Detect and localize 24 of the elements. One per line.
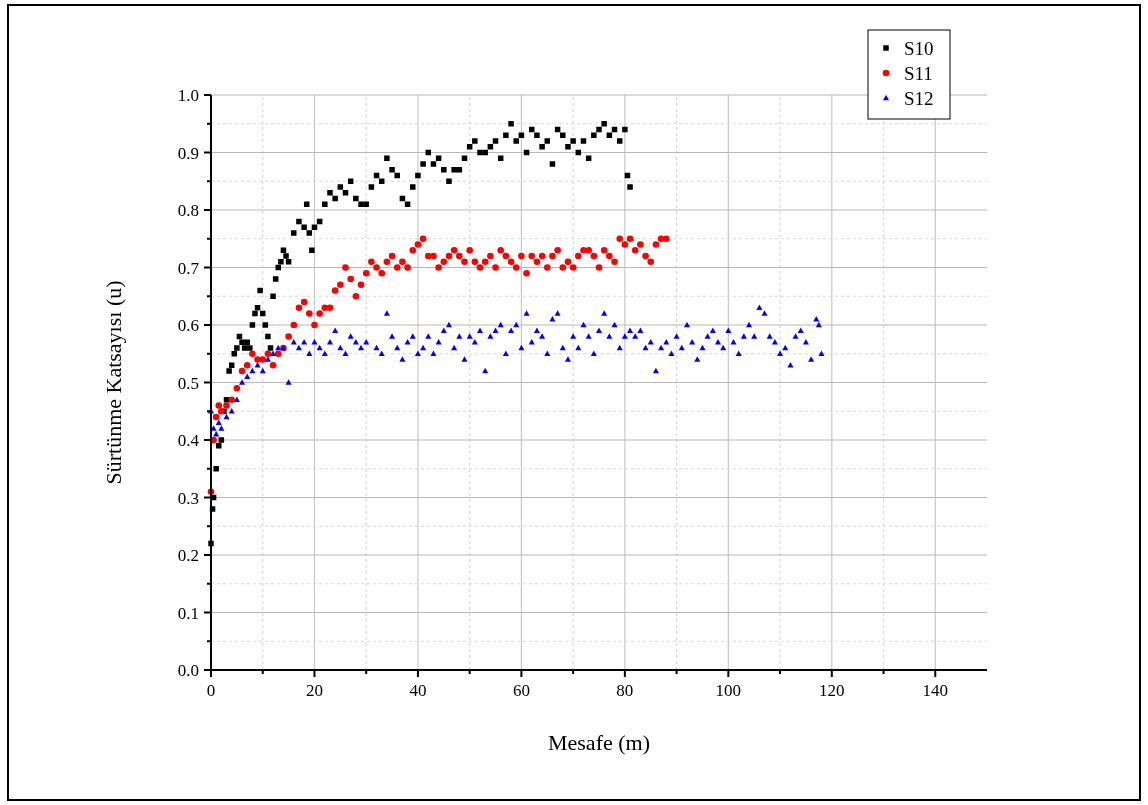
y-tick-label: 0.1 bbox=[177, 603, 199, 623]
x-axis-title: Mesafe (m) bbox=[547, 730, 651, 755]
legend-label: S12 bbox=[904, 88, 934, 109]
x-tick-label: 40 bbox=[409, 681, 427, 700]
y-tick-label: 1.0 bbox=[177, 86, 199, 105]
y-tick-label: 0.8 bbox=[177, 201, 199, 220]
x-tick-label: 80 bbox=[616, 681, 634, 700]
legend-label: S10 bbox=[904, 38, 934, 59]
y-tick-label: 0.0 bbox=[177, 661, 199, 680]
legend-label: S11 bbox=[904, 63, 933, 84]
x-tick-label: 140 bbox=[922, 681, 949, 700]
x-tick-label: 120 bbox=[819, 681, 845, 700]
y-tick-label: 0.6 bbox=[177, 316, 199, 335]
y-tick-label: 0.3 bbox=[177, 488, 199, 508]
x-tick-label: 20 bbox=[305, 681, 323, 700]
y-tick-label: 0.2 bbox=[177, 546, 199, 565]
y-axis-title: Sürtünme Katsayısı (u) bbox=[101, 280, 126, 485]
x-tick-label: 0 bbox=[206, 681, 216, 700]
y-tick-label: 0.9 bbox=[177, 143, 199, 163]
y-tick-label: 0.5 bbox=[177, 373, 199, 393]
x-tick-label: 100 bbox=[715, 681, 742, 700]
y-tick-label: 0.7 bbox=[177, 258, 200, 278]
x-tick-label: 60 bbox=[512, 681, 530, 700]
y-tick-label: 0.4 bbox=[177, 431, 200, 450]
